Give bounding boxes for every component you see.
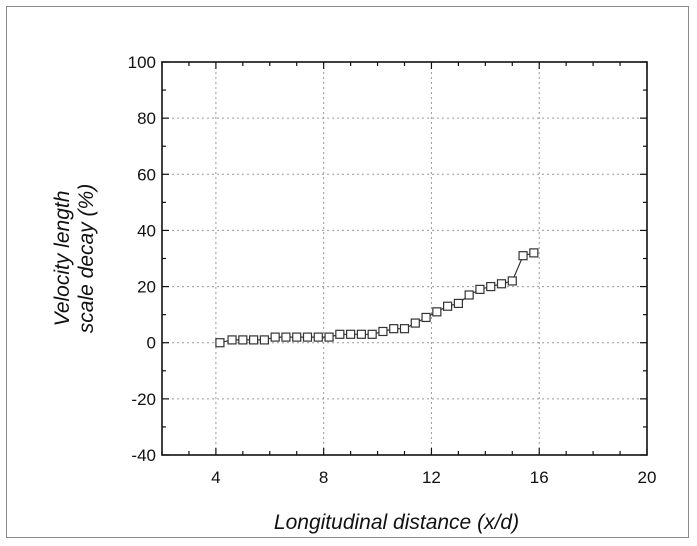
- velocity-decay-chart: 4 8 12 16 20 100 80 60 40 20 0 -20 -40 Longitudinal …: [51, 53, 657, 534]
- series-line: [219, 252, 534, 344]
- data-point: [399, 324, 410, 334]
- data-point: [367, 329, 377, 339]
- data-point: [346, 329, 356, 339]
- data-point: [270, 332, 280, 342]
- marker-layer: [215, 248, 539, 348]
- y-tick-label: -20: [131, 390, 156, 409]
- y-tick-label: 0: [147, 334, 156, 353]
- y-tick-label: -40: [131, 446, 156, 465]
- figure-frame: 4 8 12 16 20 100 80 60 40 20 0 -20 -40 Longitudinal …: [6, 6, 689, 538]
- x-tick-label: 8: [319, 468, 328, 487]
- data-point: [453, 298, 463, 309]
- data-point: [302, 332, 313, 342]
- data-point: [249, 335, 259, 345]
- data-point: [464, 290, 474, 300]
- data-point: [518, 251, 528, 261]
- data-point: [443, 301, 453, 311]
- tick-layer: [161, 61, 648, 456]
- grid-layer: [162, 62, 647, 455]
- data-point: [227, 335, 237, 345]
- x-axis-title: Longitudinal distance (x/d): [274, 511, 519, 534]
- tick-label-layer: 4 8 12 16 20 100 80 60 40 20 0 -20 -40: [128, 53, 657, 487]
- data-point: [313, 332, 323, 342]
- x-tick-label: 4: [211, 468, 220, 487]
- data-point: [496, 279, 507, 289]
- data-point: [389, 324, 399, 334]
- data-point: [378, 326, 388, 337]
- data-point: [507, 276, 517, 286]
- x-tick-label: 16: [530, 468, 549, 487]
- data-point: [432, 307, 442, 317]
- data-point: [410, 318, 420, 328]
- y-tick-label: 80: [137, 109, 156, 128]
- data-point: [356, 329, 366, 339]
- data-point: [335, 329, 345, 339]
- y-tick-label: 100: [128, 53, 156, 72]
- data-point: [324, 332, 334, 342]
- x-tick-label: 12: [422, 468, 441, 487]
- data-point: [292, 332, 302, 342]
- y-tick-label: 60: [137, 165, 156, 184]
- x-tick-label: 20: [638, 468, 657, 487]
- data-point: [529, 248, 539, 258]
- data-point: [281, 332, 291, 342]
- data-point: [259, 335, 269, 345]
- y-tick-label: 40: [137, 221, 156, 240]
- data-point: [238, 335, 248, 345]
- data-point: [421, 312, 431, 323]
- data-point: [486, 281, 496, 292]
- data-point: [475, 284, 485, 294]
- plot-area-frame: [161, 61, 648, 456]
- y-axis-title-line-1: Velocity length: [51, 191, 74, 327]
- data-point: [215, 338, 225, 348]
- y-tick-label: 20: [137, 278, 156, 297]
- y-axis-title-line-2: scale decay (%): [75, 184, 98, 333]
